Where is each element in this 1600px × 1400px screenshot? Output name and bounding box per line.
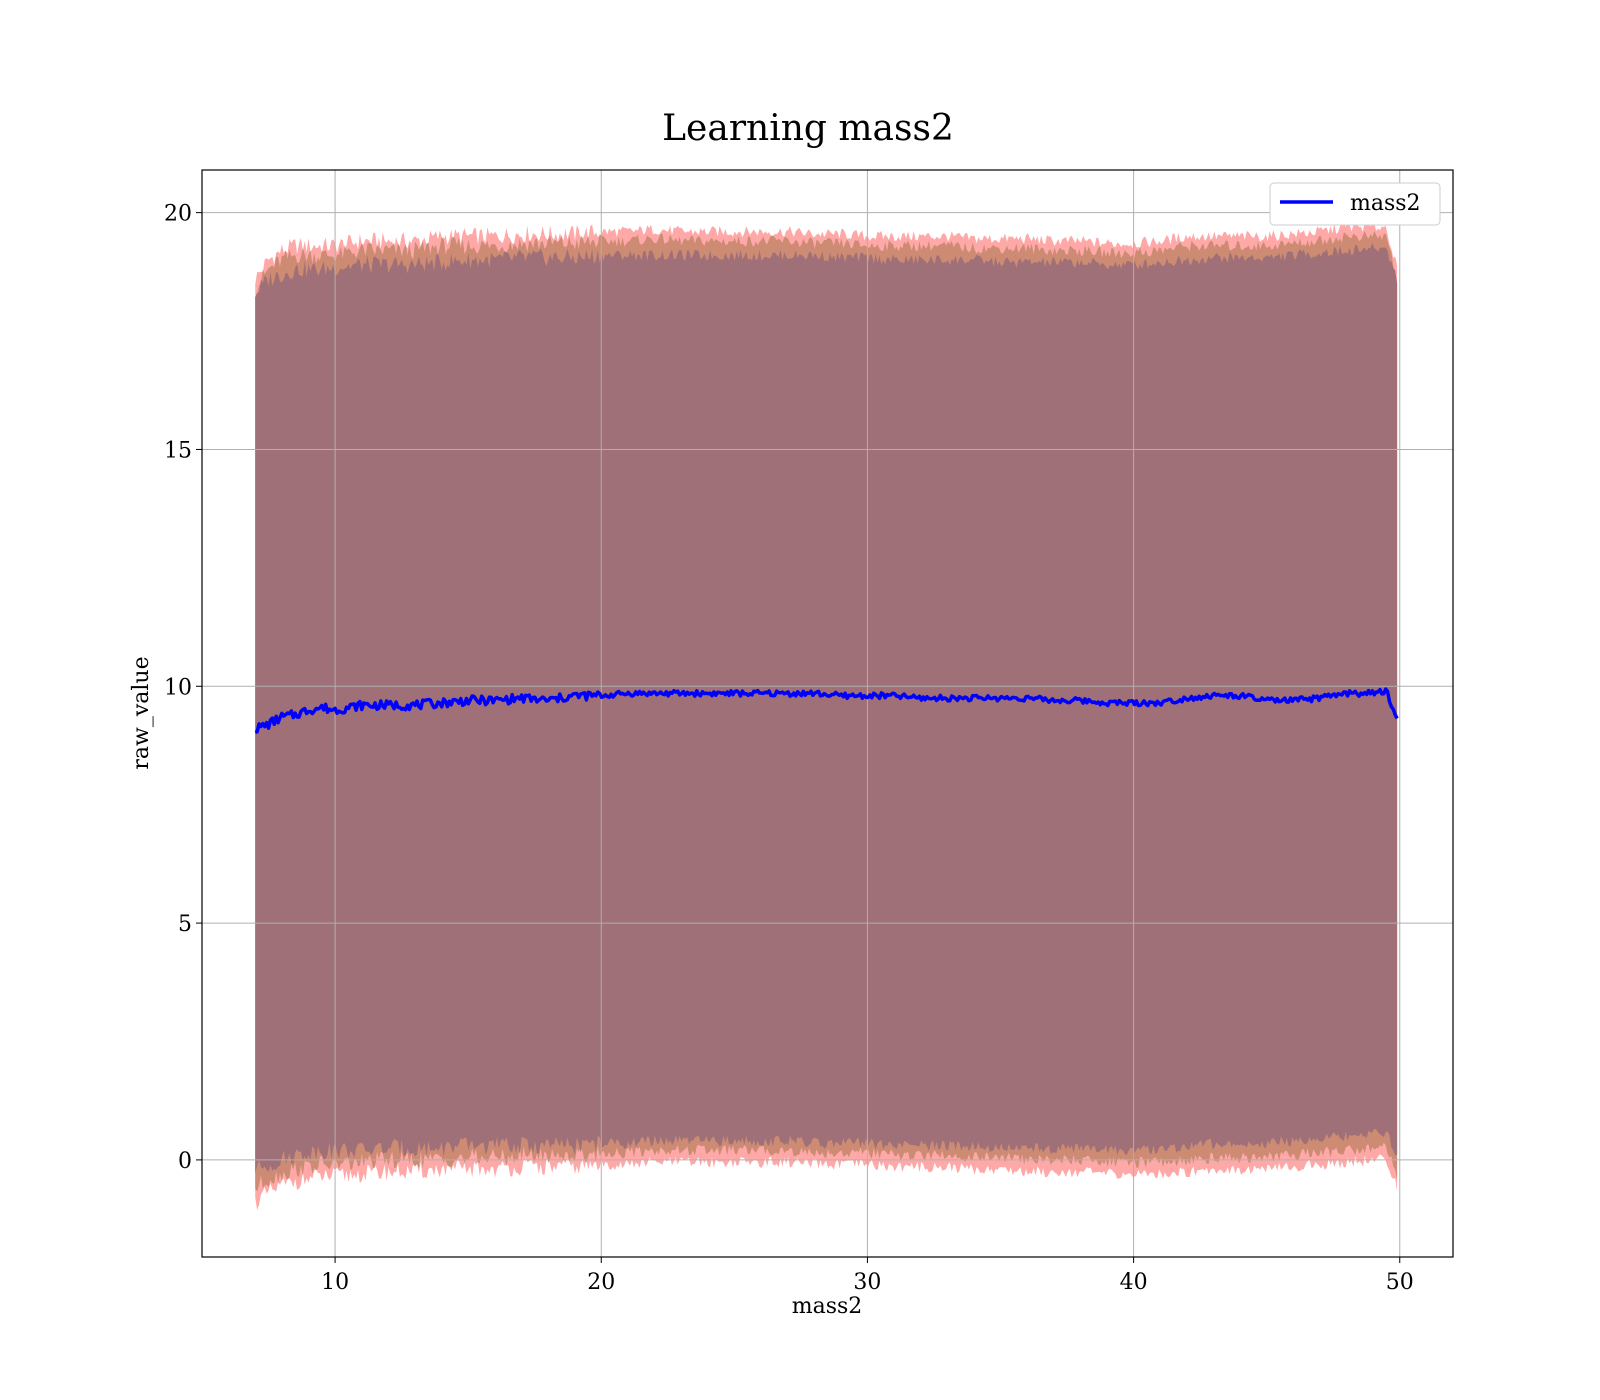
axes-frame: [201, 169, 1454, 1258]
x-tick-label: 50: [1386, 1270, 1414, 1295]
chart-title: Learning mass2: [662, 108, 954, 149]
x-axis-ticks: 10 20 30 40 50: [321, 1257, 1414, 1295]
y-axis-label: raw_value: [129, 656, 154, 769]
x-tick-label: 10: [321, 1270, 349, 1295]
y-tick-label: 0: [178, 1149, 192, 1174]
legend-label-mass2: mass2: [1350, 191, 1421, 216]
x-tick-label: 30: [853, 1270, 881, 1295]
series-line-layer: [254, 687, 1399, 735]
y-tick-label: 20: [164, 202, 192, 227]
legend-box: [1269, 182, 1441, 226]
grid-lines: [202, 170, 1453, 1257]
y-tick-label: 15: [164, 438, 192, 463]
series-line-mass2: [254, 687, 1399, 735]
confidence-bands: [255, 221, 1398, 1211]
band-inner: [255, 242, 1398, 1174]
legend: mass2: [1269, 182, 1441, 226]
y-axis-ticks: 0 5 10 15 20: [164, 202, 202, 1174]
plot-area: [201, 169, 1454, 1258]
x-tick-label: 20: [587, 1270, 615, 1295]
x-axis-label: mass2: [792, 1294, 863, 1319]
x-tick-label: 40: [1120, 1270, 1148, 1295]
y-tick-label: 10: [164, 675, 192, 700]
y-tick-label: 5: [178, 912, 192, 937]
